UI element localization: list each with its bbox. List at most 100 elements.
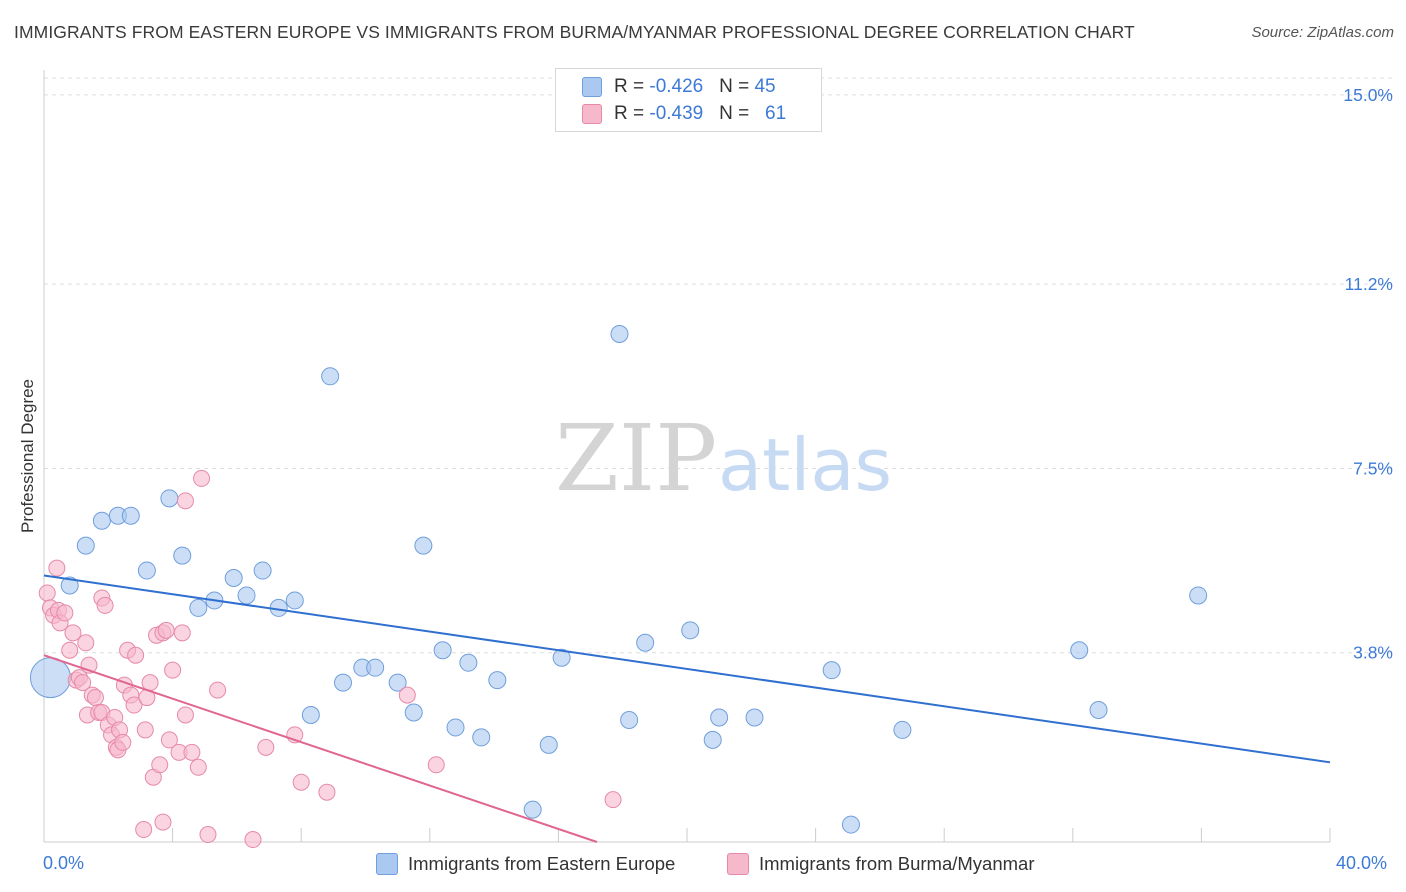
bottom-legend-swatch-blue — [376, 853, 398, 875]
point-eastern-europe — [1089, 701, 1108, 720]
point-burma — [96, 596, 114, 614]
point-eastern-europe — [710, 708, 729, 727]
point-burma — [244, 831, 262, 849]
legend-swatch-blue — [582, 77, 602, 97]
point-eastern-europe — [253, 561, 272, 580]
point-burma — [77, 634, 95, 652]
legend-n-label: N = — [719, 76, 755, 97]
point-burma — [398, 686, 416, 704]
point-burma — [209, 681, 227, 699]
point-eastern-europe — [92, 511, 111, 530]
point-burma — [125, 696, 143, 714]
point-eastern-europe — [893, 720, 912, 739]
point-eastern-europe — [681, 621, 700, 640]
point-eastern-europe — [121, 506, 140, 525]
point-burma — [64, 624, 82, 642]
point-eastern-europe — [620, 710, 639, 729]
point-eastern-europe — [160, 489, 179, 508]
point-eastern-europe — [539, 735, 558, 754]
point-eastern-europe — [745, 708, 764, 727]
x-tick-label-min: 0.0% — [43, 853, 85, 873]
point-eastern-europe — [822, 661, 841, 680]
point-eastern-europe — [552, 648, 571, 667]
point-eastern-europe — [237, 586, 256, 605]
point-burma — [154, 813, 172, 831]
point-eastern-europe — [60, 576, 79, 595]
point-burma — [160, 731, 178, 749]
legend-r-value: -0.426 — [649, 76, 704, 97]
point-burma — [189, 758, 207, 776]
point-eastern-europe — [841, 815, 860, 834]
point-eastern-europe — [703, 730, 722, 749]
point-burma — [56, 604, 74, 622]
point-burma — [318, 783, 336, 801]
point-eastern-europe — [137, 561, 156, 580]
point-eastern-europe — [321, 367, 340, 386]
point-burma — [164, 661, 182, 679]
point-eastern-europe — [610, 324, 629, 343]
legend-n-value: 45 — [754, 76, 776, 97]
watermark: ZIP atlas — [555, 405, 892, 512]
point-eastern-europe — [523, 800, 542, 819]
point-burma — [86, 689, 104, 707]
watermark-zip: ZIP — [555, 405, 717, 512]
y-axis-title: Professional Degree — [18, 378, 37, 534]
point-burma — [74, 674, 92, 692]
source-label: Source: ZipAtlas.com — [1251, 24, 1394, 41]
point-eastern-europe — [189, 598, 208, 617]
legend-r-label: R = — [614, 76, 650, 97]
point-burma — [257, 738, 275, 756]
point-burma — [176, 706, 194, 724]
point-burma — [48, 559, 66, 577]
trend-line-eastern-europe — [43, 574, 1331, 764]
point-eastern-europe — [76, 536, 95, 555]
legend-n-value: 61 — [765, 103, 787, 124]
y-tick-label: 11.2% — [1345, 274, 1393, 294]
point-eastern-europe — [1070, 641, 1089, 660]
legend-swatch-pink — [582, 104, 602, 124]
point-eastern-europe — [301, 705, 320, 724]
chart-title: IMMIGRANTS FROM EASTERN EUROPE VS IMMIGR… — [14, 22, 1135, 42]
point-burma — [292, 773, 310, 791]
point-eastern-europe — [404, 703, 423, 722]
point-burma — [151, 756, 169, 774]
point-burma — [157, 621, 175, 639]
point-eastern-europe — [173, 546, 192, 565]
point-burma — [193, 469, 211, 487]
point-eastern-europe — [446, 718, 465, 737]
point-burma — [114, 733, 132, 751]
y-tick-label: 15.0% — [1343, 85, 1393, 105]
point-eastern-europe — [366, 658, 385, 677]
bottom-legend-swatch-pink — [727, 853, 749, 875]
point-eastern-europe — [285, 591, 304, 610]
point-burma — [61, 641, 79, 659]
point-eastern-europe — [433, 641, 452, 660]
point-burma — [604, 791, 622, 809]
bottom-legend-label: Immigrants from Burma/Myanmar — [759, 853, 1035, 874]
point-eastern-europe — [488, 671, 507, 690]
point-burma — [38, 584, 56, 602]
point-burma — [183, 743, 201, 761]
legend-r-value: -0.439 — [649, 103, 704, 124]
point-burma — [127, 646, 145, 664]
point-eastern-europe — [1189, 586, 1208, 605]
point-eastern-europe — [224, 569, 243, 588]
legend-box: R = -0.426 N = 45 R = -0.439 N = 61 — [555, 68, 822, 132]
grid-lines — [44, 77, 1392, 654]
point-eastern-europe — [459, 653, 478, 672]
x-tick-label-max: 40.0% — [1336, 853, 1388, 873]
point-burma — [173, 624, 191, 642]
point-eastern-europe — [29, 657, 71, 699]
point-eastern-europe — [636, 633, 655, 652]
bottom-legend-label: Immigrants from Eastern Europe — [408, 853, 676, 874]
trend-line-burma — [43, 654, 598, 843]
point-burma — [136, 721, 154, 739]
y-tick-label: 7.5% — [1353, 458, 1393, 478]
data-points — [29, 324, 1208, 849]
point-eastern-europe — [472, 728, 491, 747]
legend-r-label: R = — [614, 103, 650, 124]
point-burma — [199, 826, 217, 844]
tick-labels: 3.8% 7.5% 11.2% 15.0% — [1343, 85, 1393, 663]
point-eastern-europe — [414, 536, 433, 555]
point-burma — [427, 756, 445, 774]
